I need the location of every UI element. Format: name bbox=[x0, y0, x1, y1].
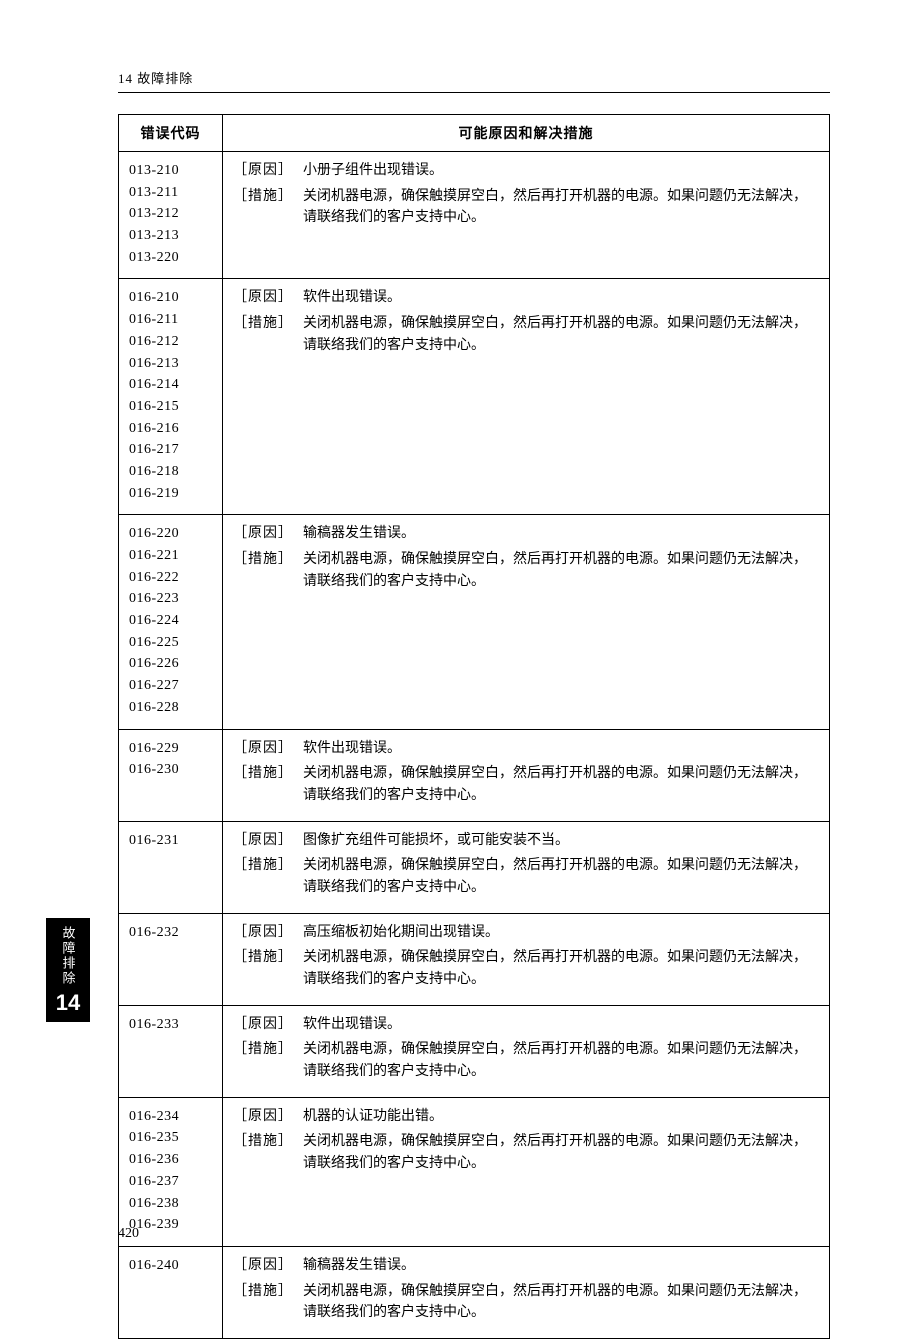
action-row: ［措施］关闭机器电源，确保触摸屏空白，然后再打开机器的电源。如果问题仍无法解决，… bbox=[233, 1131, 819, 1174]
cause-label: ［原因］ bbox=[233, 287, 293, 309]
action-label: ［措施］ bbox=[233, 549, 293, 592]
cause-row: ［原因］ 输稿器发生错误。 bbox=[233, 1255, 819, 1277]
error-code-cell: 016-240 bbox=[119, 1246, 223, 1338]
cause-text: 机器的认证功能出错。 bbox=[303, 1106, 819, 1128]
action-label: ［措施］ bbox=[233, 186, 293, 229]
description-cell: ［原因］ 机器的认证功能出错。 ［措施］关闭机器电源，确保触摸屏空白，然后再打开机器… bbox=[223, 1097, 830, 1246]
cause-label: ［原因］ bbox=[233, 830, 293, 852]
table-row: 016-234016-235016-236016-237016-238016-2… bbox=[119, 1097, 830, 1246]
error-code-list: 016-240 bbox=[129, 1255, 212, 1277]
action-row: ［措施］关闭机器电源，确保触摸屏空白，然后再打开机器的电源。如果问题仍无法解决，… bbox=[233, 1281, 819, 1324]
header-rule bbox=[118, 92, 830, 93]
cause-row: ［原因］ 软件出现错误。 bbox=[233, 287, 819, 309]
action-label: ［措施］ bbox=[233, 313, 293, 356]
table-row: 016-233 ［原因］ 软件出现错误。 ［措施］关闭机器电源，确保触摸屏空白，然后再… bbox=[119, 1005, 830, 1097]
action-text: 关闭机器电源，确保触摸屏空白，然后再打开机器的电源。如果问题仍无法解决，请联络我… bbox=[303, 313, 819, 356]
cause-row: ［原因］ 小册子组件出现错误。 bbox=[233, 160, 819, 182]
error-code-list: 016-233 bbox=[129, 1014, 212, 1036]
table-row: 016-240 ［原因］ 输稿器发生错误。 ［措施］关闭机器电源，确保触摸屏空白，然后… bbox=[119, 1246, 830, 1338]
error-code-cell: 016-233 bbox=[119, 1005, 223, 1097]
page-header: 14 故障排除 bbox=[118, 68, 193, 87]
cause-text: 软件出现错误。 bbox=[303, 287, 819, 309]
col-header-desc: 可能原因和解决措施 bbox=[223, 115, 830, 152]
action-text: 关闭机器电源，确保触摸屏空白，然后再打开机器的电源。如果问题仍无法解决，请联络我… bbox=[303, 855, 819, 898]
description-cell: ［原因］ 高压缩板初始化期间出现错误。 ［措施］关闭机器电源，确保触摸屏空白，然后再… bbox=[223, 913, 830, 1005]
col-header-code: 错误代码 bbox=[119, 115, 223, 152]
action-row: ［措施］关闭机器电源，确保触摸屏空白，然后再打开机器的电源。如果问题仍无法解决，… bbox=[233, 313, 819, 356]
cause-label: ［原因］ bbox=[233, 160, 293, 182]
error-code-list: 013-210013-211013-212013-213013-220 bbox=[129, 160, 212, 268]
error-code-cell: 013-210013-211013-212013-213013-220 bbox=[119, 152, 223, 279]
action-label: ［措施］ bbox=[233, 947, 293, 990]
error-code-cell: 016-210016-211016-212016-213016-214016-2… bbox=[119, 279, 223, 515]
cause-label: ［原因］ bbox=[233, 1106, 293, 1128]
error-code-list: 016-232 bbox=[129, 922, 212, 944]
error-code-table: 错误代码 可能原因和解决措施 013-210013-211013-212013-… bbox=[118, 114, 830, 1339]
cause-text: 输稿器发生错误。 bbox=[303, 1255, 819, 1277]
action-label: ［措施］ bbox=[233, 1281, 293, 1324]
cause-label: ［原因］ bbox=[233, 1255, 293, 1277]
error-code-cell: 016-220016-221016-222016-223016-224016-2… bbox=[119, 515, 223, 729]
description-cell: ［原因］ 输稿器发生错误。 ［措施］关闭机器电源，确保触摸屏空白，然后再打开机器的电… bbox=[223, 515, 830, 729]
error-code-list: 016-220016-221016-222016-223016-224016-2… bbox=[129, 523, 212, 718]
cause-label: ［原因］ bbox=[233, 922, 293, 944]
chapter-tab: 故障排除 14 bbox=[46, 918, 90, 1022]
action-row: ［措施］关闭机器电源，确保触摸屏空白，然后再打开机器的电源。如果问题仍无法解决，… bbox=[233, 855, 819, 898]
cause-text: 高压缩板初始化期间出现错误。 bbox=[303, 922, 819, 944]
chapter-tab-number: 14 bbox=[56, 990, 80, 1015]
description-cell: ［原因］ 软件出现错误。 ［措施］关闭机器电源，确保触摸屏空白，然后再打开机器的电源… bbox=[223, 1005, 830, 1097]
action-label: ［措施］ bbox=[233, 1039, 293, 1082]
cause-text: 小册子组件出现错误。 bbox=[303, 160, 819, 182]
action-text: 关闭机器电源，确保触摸屏空白，然后再打开机器的电源。如果问题仍无法解决，请联络我… bbox=[303, 1281, 819, 1324]
cause-text: 软件出现错误。 bbox=[303, 738, 819, 760]
action-row: ［措施］关闭机器电源，确保触摸屏空白，然后再打开机器的电源。如果问题仍无法解决，… bbox=[233, 186, 819, 229]
action-text: 关闭机器电源，确保触摸屏空白，然后再打开机器的电源。如果问题仍无法解决，请联络我… bbox=[303, 186, 819, 229]
error-code-cell: 016-229016-230 bbox=[119, 729, 223, 821]
table-row: 013-210013-211013-212013-213013-220 ［原因］ 小… bbox=[119, 152, 830, 279]
description-cell: ［原因］ 输稿器发生错误。 ［措施］关闭机器电源，确保触摸屏空白，然后再打开机器的电… bbox=[223, 1246, 830, 1338]
action-label: ［措施］ bbox=[233, 763, 293, 806]
description-cell: ［原因］ 软件出现错误。 ［措施］关闭机器电源，确保触摸屏空白，然后再打开机器的电源… bbox=[223, 279, 830, 515]
table-row: 016-229016-230 ［原因］ 软件出现错误。 ［措施］关闭机器电源，确保触摸… bbox=[119, 729, 830, 821]
cause-row: ［原因］ 软件出现错误。 bbox=[233, 1014, 819, 1036]
cause-row: ［原因］ 输稿器发生错误。 bbox=[233, 523, 819, 545]
description-cell: ［原因］ 软件出现错误。 ［措施］关闭机器电源，确保触摸屏空白，然后再打开机器的电源… bbox=[223, 729, 830, 821]
cause-text: 图像扩充组件可能损坏，或可能安装不当。 bbox=[303, 830, 819, 852]
error-code-cell: 016-232 bbox=[119, 913, 223, 1005]
action-text: 关闭机器电源，确保触摸屏空白，然后再打开机器的电源。如果问题仍无法解决，请联络我… bbox=[303, 549, 819, 592]
action-row: ［措施］关闭机器电源，确保触摸屏空白，然后再打开机器的电源。如果问题仍无法解决，… bbox=[233, 1039, 819, 1082]
cause-label: ［原因］ bbox=[233, 738, 293, 760]
action-row: ［措施］关闭机器电源，确保触摸屏空白，然后再打开机器的电源。如果问题仍无法解决，… bbox=[233, 947, 819, 990]
cause-row: ［原因］ 图像扩充组件可能损坏，或可能安装不当。 bbox=[233, 830, 819, 852]
cause-label: ［原因］ bbox=[233, 1014, 293, 1036]
description-cell: ［原因］ 图像扩充组件可能损坏，或可能安装不当。 ［措施］关闭机器电源，确保触摸屏空… bbox=[223, 821, 830, 913]
error-code-list: 016-234016-235016-236016-237016-238016-2… bbox=[129, 1106, 212, 1236]
cause-text: 软件出现错误。 bbox=[303, 1014, 819, 1036]
error-code-list: 016-231 bbox=[129, 830, 212, 852]
description-cell: ［原因］ 小册子组件出现错误。 ［措施］关闭机器电源，确保触摸屏空白，然后再打开机器… bbox=[223, 152, 830, 279]
table-header-row: 错误代码 可能原因和解决措施 bbox=[119, 115, 830, 152]
cause-row: ［原因］ 机器的认证功能出错。 bbox=[233, 1106, 819, 1128]
action-row: ［措施］关闭机器电源，确保触摸屏空白，然后再打开机器的电源。如果问题仍无法解决，… bbox=[233, 763, 819, 806]
table-row: 016-210016-211016-212016-213016-214016-2… bbox=[119, 279, 830, 515]
cause-row: ［原因］ 软件出现错误。 bbox=[233, 738, 819, 760]
error-code-list: 016-229016-230 bbox=[129, 738, 212, 781]
action-text: 关闭机器电源，确保触摸屏空白，然后再打开机器的电源。如果问题仍无法解决，请联络我… bbox=[303, 763, 819, 806]
error-code-cell: 016-231 bbox=[119, 821, 223, 913]
action-text: 关闭机器电源，确保触摸屏空白，然后再打开机器的电源。如果问题仍无法解决，请联络我… bbox=[303, 1131, 819, 1174]
error-code-cell: 016-234016-235016-236016-237016-238016-2… bbox=[119, 1097, 223, 1246]
chapter-tab-label: 故障排除 bbox=[59, 926, 78, 986]
action-row: ［措施］关闭机器电源，确保触摸屏空白，然后再打开机器的电源。如果问题仍无法解决，… bbox=[233, 549, 819, 592]
action-text: 关闭机器电源，确保触摸屏空白，然后再打开机器的电源。如果问题仍无法解决，请联络我… bbox=[303, 1039, 819, 1082]
cause-text: 输稿器发生错误。 bbox=[303, 523, 819, 545]
cause-label: ［原因］ bbox=[233, 523, 293, 545]
cause-row: ［原因］ 高压缩板初始化期间出现错误。 bbox=[233, 922, 819, 944]
table-row: 016-231 ［原因］ 图像扩充组件可能损坏，或可能安装不当。 ［措施］关闭机器电源… bbox=[119, 821, 830, 913]
action-label: ［措施］ bbox=[233, 1131, 293, 1174]
error-code-list: 016-210016-211016-212016-213016-214016-2… bbox=[129, 287, 212, 504]
table-row: 016-232 ［原因］ 高压缩板初始化期间出现错误。 ［措施］关闭机器电源，确保触摸… bbox=[119, 913, 830, 1005]
action-label: ［措施］ bbox=[233, 855, 293, 898]
table-row: 016-220016-221016-222016-223016-224016-2… bbox=[119, 515, 830, 729]
action-text: 关闭机器电源，确保触摸屏空白，然后再打开机器的电源。如果问题仍无法解决，请联络我… bbox=[303, 947, 819, 990]
